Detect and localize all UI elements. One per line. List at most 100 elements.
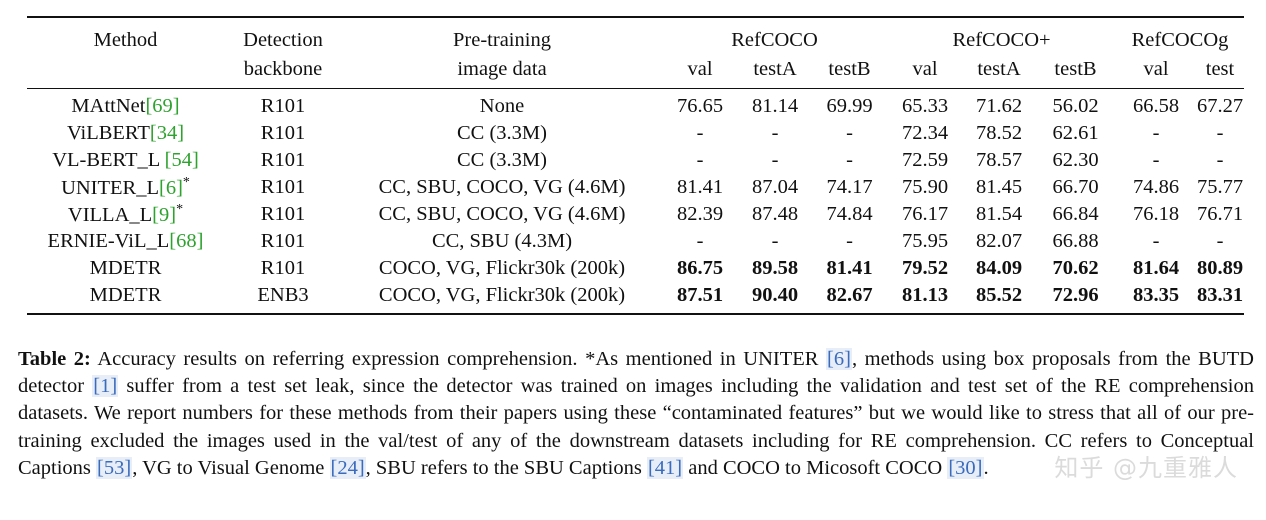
cell-score: 67.27	[1196, 95, 1244, 117]
citation-link[interactable]: [54]	[164, 149, 199, 171]
cell-score: 75.90	[901, 176, 949, 198]
results-table: Method Detection Pre-training RefCOCO Re…	[27, 16, 1244, 315]
citation-link[interactable]: [6]	[826, 348, 852, 370]
citation-link[interactable]: [34]	[149, 122, 185, 144]
citation-link[interactable]: [9]	[152, 203, 177, 226]
cell-pretraining-data: CC (3.3M)	[457, 149, 547, 171]
cell-backbone: R101	[260, 257, 306, 279]
citation-link[interactable]: [69]	[145, 95, 180, 117]
citation-link[interactable]: [24]	[329, 456, 366, 479]
cell-score: 76.65	[676, 95, 724, 117]
header-group-refcoco: RefCOCO	[731, 28, 818, 51]
cell-score: 62.30	[1052, 149, 1099, 171]
method-name: VL-BERT_L	[52, 149, 165, 171]
cell-score: 81.14	[751, 95, 799, 117]
table-caption: Table 2: Accuracy results on referring e…	[18, 346, 1254, 482]
cell-pretraining-data: CC, SBU (4.3M)	[431, 230, 573, 252]
citation-link[interactable]: [6]	[159, 176, 183, 199]
cell-score: 62.61	[1052, 122, 1099, 144]
table-row: VILLA_L[9]* R101 CC, SBU, COCO, VG (4.6M) 8…	[27, 201, 1244, 228]
method-name: VILLA_L	[67, 203, 153, 226]
table-row: MAttNet[69] R101 None 76.65 81.14 69.99 65.33 7…	[27, 89, 1244, 121]
cell-score: 81.54	[975, 203, 1023, 225]
cell-score: 79.52	[901, 257, 949, 279]
header-row-1: Method Detection Pre-training RefCOCO Re…	[27, 17, 1244, 53]
caption-label: Table 2:	[18, 348, 91, 370]
citation-link[interactable]: [1]	[92, 375, 119, 398]
method-name: MDETR	[89, 284, 162, 306]
cell-score: 72.96	[1052, 284, 1099, 306]
cell-score: 87.51	[676, 284, 724, 306]
cell-score: -	[1152, 230, 1160, 252]
header-group-refcocog: RefCOCOg	[1131, 28, 1229, 51]
cell-pretraining-data: CC, SBU, COCO, VG (4.6M)	[378, 176, 626, 198]
table-row: VL-BERT_L [54] R101 CC (3.3M) - - - 72.59 78.57…	[27, 147, 1244, 174]
subheader: testA	[753, 57, 797, 80]
citation-link[interactable]: [30]	[947, 456, 984, 479]
header-pretraining: Pre-training	[453, 28, 551, 51]
cell-score: -	[771, 149, 779, 171]
subheader: testB	[1054, 57, 1097, 80]
cell-score: 75.77	[1196, 176, 1244, 198]
cell-score: -	[696, 122, 704, 144]
subheader: testB	[828, 57, 871, 80]
cell-score: 89.58	[751, 257, 799, 279]
cell-score: 72.59	[901, 149, 949, 171]
table-row: UNITER_L[6]* R101 CC, SBU, COCO, VG (4.6M)…	[27, 174, 1244, 201]
cell-score: 82.39	[676, 203, 724, 225]
cell-backbone: R101	[260, 176, 306, 198]
footnote-mark: *	[176, 202, 184, 218]
cell-score: 74.84	[826, 203, 873, 225]
cell-score: -	[696, 230, 704, 252]
method-name: MDETR	[89, 257, 162, 279]
cell-score: 74.17	[826, 176, 873, 198]
cell-score: 78.57	[975, 149, 1023, 171]
header-row-2: backbone image data val testA testB val …	[27, 53, 1244, 89]
method-name: ERNIE-ViL_L	[47, 230, 170, 252]
cell-score: 81.41	[676, 176, 724, 198]
cell-score: 86.75	[676, 257, 724, 279]
table-body: MAttNet[69] R101 None 76.65 81.14 69.99 65.33 7…	[27, 89, 1244, 315]
cell-score: -	[1152, 122, 1160, 144]
cell-score: -	[1216, 149, 1224, 171]
cell-score: 87.04	[751, 176, 799, 198]
cell-score: 81.64	[1132, 257, 1180, 279]
cell-score: 82.07	[975, 230, 1023, 252]
cell-pretraining-data: CC (3.3M)	[457, 122, 547, 144]
cell-method: ViLBERT[34]	[27, 120, 224, 147]
footnote-mark: *	[182, 175, 190, 191]
cell-score: -	[771, 230, 779, 252]
citation-link[interactable]: [53]	[96, 456, 133, 479]
cell-score: 69.99	[826, 95, 873, 117]
citation-link[interactable]: [41]	[646, 456, 684, 479]
cell-backbone: R101	[260, 122, 306, 144]
cell-score: 66.84	[1052, 203, 1099, 225]
cell-score: -	[846, 122, 853, 144]
cell-score: 71.62	[975, 95, 1023, 117]
watermark: 知乎 @九重雅人	[1054, 454, 1238, 482]
table-row: MDETR ENB3 COCO, VG, Flickr30k (200k) 87.51…	[27, 282, 1244, 314]
cell-method: MDETR	[27, 255, 224, 282]
subheader: testA	[977, 57, 1021, 80]
cell-score: 66.88	[1052, 230, 1099, 252]
cell-score: 85.52	[975, 284, 1023, 306]
cell-score: 70.62	[1052, 257, 1099, 279]
cell-score: 78.52	[975, 122, 1023, 144]
cell-score: 66.70	[1052, 176, 1099, 198]
cell-score: 72.34	[901, 122, 949, 144]
cell-score: 75.95	[901, 230, 949, 252]
header-group-refcocoplus: RefCOCO+	[952, 28, 1051, 51]
method-name: UNITER_L	[61, 176, 160, 199]
cell-score: -	[846, 149, 853, 171]
cell-backbone: R101	[260, 203, 306, 225]
cell-score: -	[846, 230, 853, 252]
citation-link[interactable]: [68]	[169, 230, 204, 252]
cell-score: -	[1152, 149, 1160, 171]
header-detection: Detection	[243, 28, 323, 51]
cell-method: UNITER_L[6]*	[27, 174, 224, 201]
method-name: ViLBERT	[66, 122, 150, 144]
cell-score: 84.09	[975, 257, 1023, 279]
header-method: Method	[93, 28, 158, 51]
table-row: ERNIE-ViL_L[68] R101 CC, SBU (4.3M) - - - 75.9…	[27, 228, 1244, 255]
cell-backbone: ENB3	[257, 284, 309, 306]
